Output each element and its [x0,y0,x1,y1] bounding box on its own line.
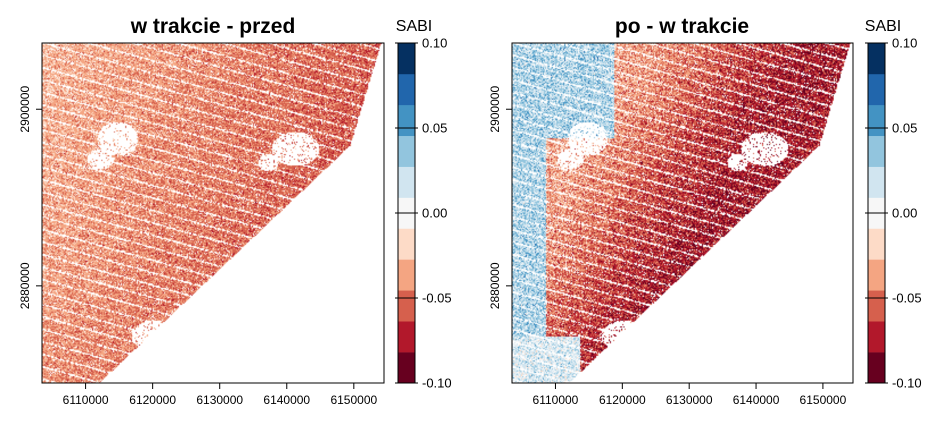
x-tick-label: 6120000 [129,393,176,407]
legend-swatch [868,290,885,322]
legend-title: SABI [865,18,901,35]
y-tick-label: 2880000 [488,262,502,309]
y-tick-label: 2900000 [488,86,502,133]
x-tick-label: 6110000 [63,393,109,407]
legend-tick-label: 0.05 [422,121,447,136]
legend-tick-label: 0.00 [892,206,917,221]
x-tick-label: 6150000 [800,393,847,407]
legend-swatch [398,135,415,167]
plot-frame [511,42,854,384]
y-axis: 2880000 2900000 [18,86,42,309]
color-legend: 0.10 0.05 0.00 -0.05 -0.10 [865,36,922,391]
y-tick-label: 2900000 [18,86,32,133]
y-tick-label: 2880000 [18,262,32,309]
legend-swatch [868,321,885,353]
legend-tick-label: -0.10 [892,376,922,391]
legend-swatch [398,166,415,198]
legend-tick-label: 0.05 [892,121,917,136]
legend-tick-label: 0.10 [422,36,447,51]
chart-title: w trakcie - przed [130,15,296,38]
legend-swatch [398,321,415,353]
sabi-raster [42,43,384,383]
x-axis: 6110000 6120000 6130000 6140000 6150000 [533,383,847,407]
legend-swatch [868,43,885,75]
legend-title: SABI [396,18,432,35]
legend-swatch [398,259,415,291]
legend-tick-label: 0.00 [422,206,447,221]
legend-swatch [398,290,415,322]
x-tick-label: 6130000 [666,393,713,407]
chart-title: po - w trakcie [615,15,749,38]
legend-swatch [398,228,415,260]
legend-tick-label: -0.05 [892,291,922,306]
legend-tick-label: 0.10 [892,36,917,51]
x-tick-label: 6110000 [533,393,579,407]
x-tick-label: 6140000 [263,393,310,407]
x-tick-label: 6150000 [330,393,377,407]
legend-swatch [868,135,885,167]
x-tick-label: 6130000 [196,393,243,407]
chart-panel-0: w trakcie - przed 6110000 6120000 6130000 6… [18,15,452,407]
x-tick-label: 6120000 [599,393,646,407]
chart-panel-1: po - w trakcie 6110000 6120000 6130000 6140… [488,15,922,407]
plot-frame [41,42,385,384]
legend-tick-label: -0.10 [422,376,452,391]
legend-swatch [868,228,885,260]
y-axis: 2880000 2900000 [488,86,512,309]
legend-swatch [868,259,885,291]
sabi-raster [512,43,853,383]
legend-tick-label: -0.05 [422,291,452,306]
legend-swatch [868,104,885,137]
legend-swatch [398,352,415,384]
x-tick-label: 6140000 [733,393,780,407]
legend-swatch [398,104,415,137]
legend-swatch [398,43,415,75]
legend-swatch [868,166,885,198]
legend-swatch [868,73,885,106]
legend-swatch [398,73,415,106]
x-axis: 6110000 6120000 6130000 6140000 6150000 [63,383,378,407]
color-legend: 0.10 0.05 0.00 -0.05 -0.10 [395,36,452,391]
legend-swatch [868,352,885,384]
